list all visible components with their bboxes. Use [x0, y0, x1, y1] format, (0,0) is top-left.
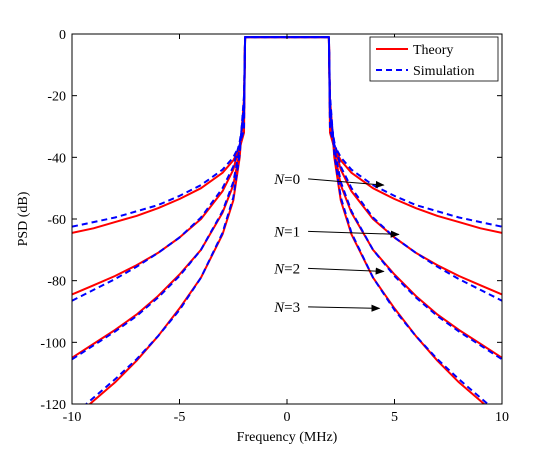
- annotation-n1: N=1: [273, 224, 300, 240]
- legend: Theory Simulation: [369, 36, 499, 82]
- legend-label-theory: Theory: [413, 43, 453, 58]
- y-tick-label: -60: [47, 213, 66, 228]
- annotation-n0: N=0: [273, 172, 300, 188]
- simulation-curve-n1: [72, 36, 502, 302]
- y-tick-label: -100: [40, 336, 66, 351]
- x-tick-label: 0: [284, 410, 291, 425]
- y-tick-label: -20: [47, 90, 66, 105]
- x-tick-label: -5: [174, 410, 186, 425]
- x-tick-label: -10: [63, 410, 82, 425]
- y-tick-label: 0: [59, 28, 66, 43]
- annotations-layer: N=0 N=1 N=2 N=3: [273, 172, 400, 316]
- ticks-layer: -10 -5 0 5 10 0 -20 -40 -60 -80 -100 -120: [40, 28, 509, 425]
- annotation-n3: N=3: [273, 300, 300, 316]
- x-tick-label: 5: [391, 410, 398, 425]
- y-tick-label: -40: [47, 151, 66, 166]
- annotation-arrow: [308, 230, 400, 238]
- x-axis-label: Frequency (MHz): [237, 430, 338, 445]
- x-tick-label: 10: [495, 410, 509, 425]
- annotation-arrow: [308, 178, 385, 189]
- y-tick-label: -80: [47, 275, 66, 290]
- plot-area: [72, 34, 502, 404]
- annotation-n2: N=2: [273, 261, 300, 277]
- legend-label-simulation: Simulation: [413, 64, 474, 79]
- annotation-arrow: [308, 304, 381, 312]
- legend-box: [369, 36, 499, 82]
- y-axis-label: PSD (dB): [16, 191, 31, 246]
- annotation-arrow: [308, 267, 385, 275]
- y-tick-label: -120: [40, 398, 66, 413]
